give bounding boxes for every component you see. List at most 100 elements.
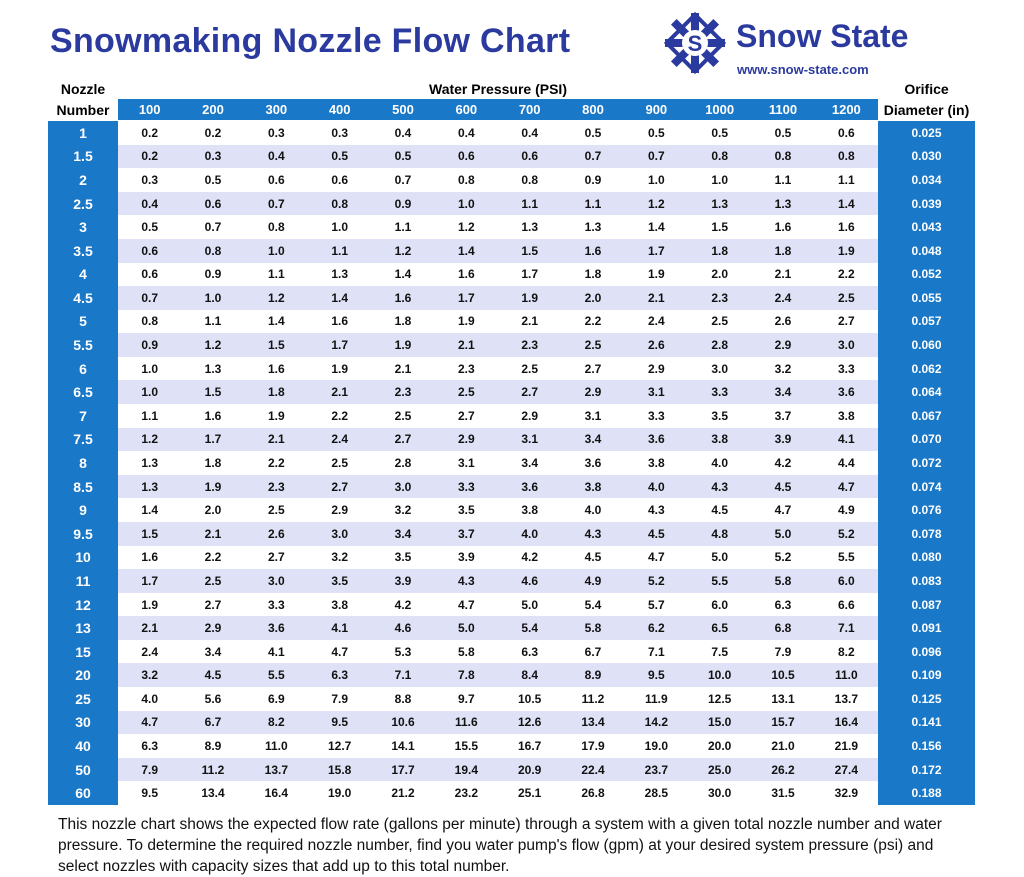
flow-value: 1.3 bbox=[141, 479, 158, 494]
flow-value: 3.2 bbox=[331, 550, 348, 565]
flow-value: 1.1 bbox=[267, 267, 285, 282]
diameter-value: 0.060 bbox=[911, 338, 942, 353]
flow-value: 25.0 bbox=[707, 762, 732, 777]
nozzle-number: 8.5 bbox=[73, 478, 93, 495]
flow-value: 23.2 bbox=[454, 786, 478, 801]
diameter-value: 0.034 bbox=[911, 172, 942, 187]
flow-value: 3.3 bbox=[711, 385, 728, 400]
flow-value: 5.2 bbox=[837, 526, 855, 541]
nozzle-number: 1 bbox=[79, 124, 87, 141]
nozzle-header: Nozzle bbox=[60, 80, 106, 97]
diameter-value: 0.062 bbox=[911, 361, 942, 376]
flow-value: 1.0 bbox=[267, 243, 285, 258]
row-bg bbox=[118, 663, 878, 688]
flow-value: 2.0 bbox=[711, 267, 728, 282]
flow-value: 1.6 bbox=[774, 220, 792, 235]
pressure-label: 600 bbox=[455, 102, 478, 117]
flow-value: 2.9 bbox=[774, 338, 792, 353]
flow-value: 13.1 bbox=[771, 691, 795, 706]
flow-value: 3.8 bbox=[584, 479, 602, 494]
flow-value: 5.3 bbox=[394, 644, 412, 659]
diameter-value: 0.070 bbox=[911, 432, 942, 447]
flow-value: 3.8 bbox=[837, 408, 855, 423]
diameter-value: 0.078 bbox=[911, 526, 942, 541]
flow-value: 4.7 bbox=[837, 479, 855, 494]
flow-value: 16.7 bbox=[517, 739, 542, 754]
flow-value: 11.0 bbox=[264, 739, 288, 754]
flow-value: 4.3 bbox=[457, 573, 475, 588]
diameter-value: 0.141 bbox=[911, 715, 942, 730]
flow-value: 15.0 bbox=[707, 715, 732, 730]
flow-value: 4.7 bbox=[457, 597, 475, 612]
row-bg bbox=[118, 734, 878, 758]
diameter-value: 0.076 bbox=[911, 503, 942, 518]
flow-value: 6.3 bbox=[774, 597, 792, 612]
flow-value: 3.6 bbox=[837, 385, 855, 400]
flow-value: 2.6 bbox=[647, 338, 665, 353]
diameter-value: 0.055 bbox=[911, 290, 942, 305]
flow-value: 21.9 bbox=[834, 739, 858, 754]
flow-value: 0.6 bbox=[331, 172, 348, 187]
diameter-header: Orifice bbox=[904, 80, 949, 97]
flow-value: 2.5 bbox=[584, 338, 602, 353]
pressure-label: 700 bbox=[518, 102, 541, 117]
row-bg bbox=[118, 215, 878, 239]
flow-value: 1.2 bbox=[394, 243, 412, 258]
flow-value: 2.9 bbox=[331, 503, 348, 518]
flow-value: 9.7 bbox=[457, 691, 475, 706]
nozzle-number: 40 bbox=[75, 738, 91, 755]
flow-value: 2.2 bbox=[837, 267, 855, 282]
nozzle-number: 7 bbox=[79, 407, 87, 424]
flow-value: 2.9 bbox=[457, 432, 475, 447]
flow-value: 2.3 bbox=[521, 338, 538, 353]
flow-value: 1.7 bbox=[204, 432, 222, 447]
pressure-header: Water Pressure (PSI) bbox=[429, 80, 567, 97]
pressure-label: 200 bbox=[202, 102, 224, 117]
row-bg bbox=[118, 545, 878, 570]
flow-value: 4.5 bbox=[584, 550, 602, 565]
flow-value: 3.3 bbox=[457, 479, 475, 494]
flow-value: 5.5 bbox=[711, 573, 728, 588]
flow-value: 4.8 bbox=[711, 526, 728, 541]
flow-value: 0.6 bbox=[141, 267, 158, 282]
flow-value: 4.9 bbox=[584, 573, 602, 588]
flow-value: 1.2 bbox=[267, 290, 285, 305]
diameter-value: 0.057 bbox=[911, 314, 942, 329]
flow-value: 0.3 bbox=[267, 125, 285, 140]
flow-value: 6.0 bbox=[837, 573, 855, 588]
flow-value: 1.8 bbox=[711, 243, 728, 258]
diameter-value: 0.096 bbox=[911, 644, 942, 659]
diameter-value: 0.172 bbox=[911, 762, 942, 777]
flow-value: 12.6 bbox=[517, 715, 542, 730]
flow-value: 8.8 bbox=[394, 691, 412, 706]
flow-value: 26.2 bbox=[771, 762, 795, 777]
flow-value: 3.9 bbox=[774, 432, 792, 447]
flow-value: 1.5 bbox=[141, 526, 158, 541]
nozzle-header: Number bbox=[56, 101, 110, 118]
flow-value: 5.0 bbox=[521, 597, 538, 612]
flow-value: 4.7 bbox=[647, 550, 665, 565]
flow-value: 4.5 bbox=[711, 503, 728, 518]
flow-value: 3.6 bbox=[267, 621, 285, 636]
row-bg bbox=[118, 262, 878, 287]
flow-value: 1.6 bbox=[267, 361, 285, 376]
nozzle-number: 50 bbox=[75, 761, 91, 778]
flow-value: 3.3 bbox=[267, 597, 285, 612]
nozzle-number: 30 bbox=[75, 714, 91, 731]
flow-value: 6.7 bbox=[584, 644, 602, 659]
flow-value: 3.6 bbox=[584, 455, 602, 470]
flow-value: 0.8 bbox=[267, 220, 285, 235]
flow-value: 3.3 bbox=[647, 408, 665, 423]
flow-value: 3.5 bbox=[394, 550, 412, 565]
flow-value: 1.0 bbox=[204, 290, 222, 305]
diameter-value: 0.039 bbox=[911, 196, 942, 211]
flow-value: 1.4 bbox=[267, 314, 285, 329]
pressure-label: 100 bbox=[138, 102, 161, 117]
flow-value: 15.5 bbox=[454, 739, 478, 754]
flow-value: 4.0 bbox=[141, 691, 158, 706]
flow-value: 2.5 bbox=[711, 314, 728, 329]
flow-value: 3.2 bbox=[141, 668, 158, 683]
flow-value: 0.4 bbox=[457, 125, 475, 140]
flow-value: 1.3 bbox=[711, 196, 728, 211]
flow-value: 12.7 bbox=[327, 739, 352, 754]
